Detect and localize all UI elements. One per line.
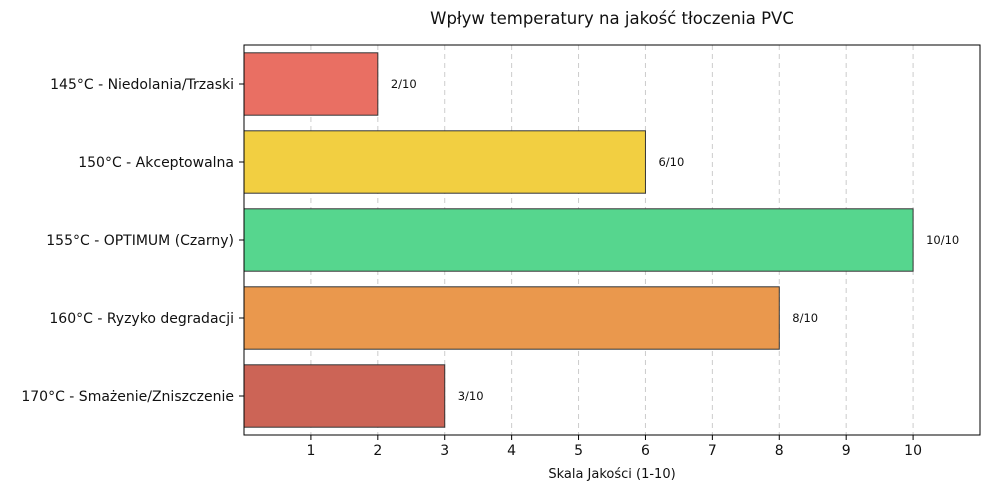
y-tick-label: 145°C - Niedolania/Trzaski (50, 77, 234, 93)
data-label: 6/10 (658, 155, 684, 169)
y-tick-label: 160°C - Ryzyko degradacji (49, 311, 234, 327)
data-label: 8/10 (792, 311, 818, 325)
bar (243, 364, 446, 428)
bar (243, 208, 914, 272)
data-labels: 2/10 6/10 10/10 8/10 3/10 (391, 77, 959, 403)
x-tick-label: 10 (904, 443, 922, 459)
bar (243, 130, 646, 194)
x-tick-label: 9 (842, 443, 851, 459)
bar (243, 52, 379, 116)
y-tick-label: 150°C - Akceptowalna (78, 155, 234, 171)
y-tick-label: 155°C - OPTIMUM (Czarny) (46, 233, 234, 249)
y-axis-labels: 145°C - Niedolania/Trzaski 150°C - Akcept… (21, 77, 244, 405)
y-tick-label: 170°C - Smażenie/Zniszczenie (21, 389, 234, 405)
data-label: 3/10 (458, 389, 484, 403)
x-axis-title: Skala Jakości (1-10) (548, 467, 675, 482)
x-tick-label: 6 (641, 443, 650, 459)
x-tick-label: 2 (373, 443, 382, 459)
bar (243, 286, 780, 350)
data-label: 10/10 (926, 233, 959, 247)
x-tick-label: 5 (574, 443, 583, 459)
x-tick-label: 3 (440, 443, 449, 459)
x-tick-label: 7 (708, 443, 717, 459)
chart-title: Wpływ temperatury na jakość tłoczenia PV… (430, 9, 794, 28)
x-axis-ticks: 1 2 3 4 5 6 7 8 9 10 (306, 435, 922, 459)
x-tick-label: 1 (306, 443, 315, 459)
data-label: 2/10 (391, 77, 417, 91)
x-tick-label: 8 (775, 443, 784, 459)
x-tick-label: 4 (507, 443, 516, 459)
